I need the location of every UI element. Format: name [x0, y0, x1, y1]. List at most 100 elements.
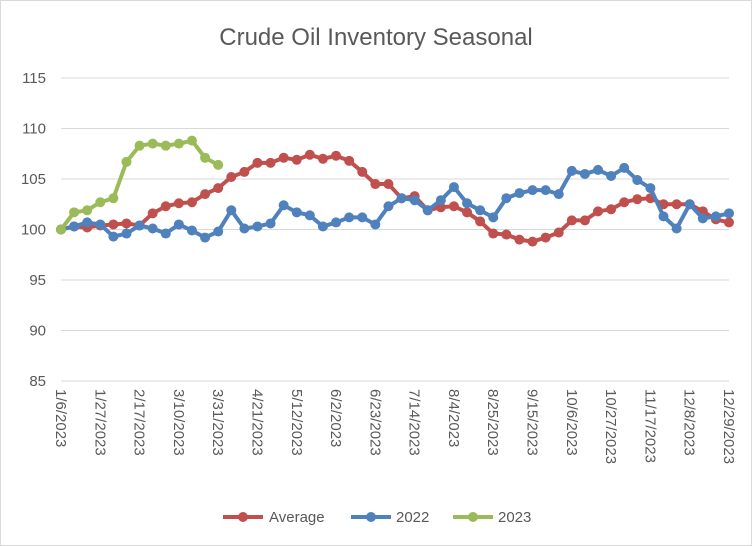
data-point-average [488, 228, 499, 239]
data-point-2023 [95, 197, 106, 208]
data-point-average [501, 229, 512, 240]
data-point-2022 [121, 228, 132, 239]
data-point-average [724, 217, 734, 228]
data-point-2022 [566, 165, 577, 176]
data-point-average [331, 150, 342, 161]
data-point-2022 [527, 185, 538, 196]
data-point-average [252, 157, 263, 168]
data-point-average [606, 204, 617, 215]
chart-title: Crude Oil Inventory Seasonal [219, 24, 533, 51]
data-point-average [200, 189, 211, 200]
data-point-2022 [462, 198, 473, 209]
data-point-2023 [200, 152, 211, 163]
data-point-2023 [69, 207, 80, 218]
data-point-2022 [710, 211, 721, 222]
data-point-2022 [606, 170, 617, 181]
series-group [56, 135, 734, 247]
data-point-2023 [108, 193, 119, 204]
data-point-2022 [69, 221, 80, 232]
y-tick-label: 105 [21, 171, 46, 188]
x-tick-label: 1/27/2023 [91, 389, 108, 456]
x-tick-label: 12/29/2023 [720, 389, 737, 464]
data-point-2023 [213, 159, 224, 170]
data-point-average [370, 179, 381, 190]
data-point-2022 [632, 175, 643, 186]
data-point-average [566, 215, 577, 226]
data-point-2022 [317, 221, 328, 232]
data-point-average [317, 153, 328, 164]
data-point-2022 [370, 219, 381, 230]
data-point-average [278, 152, 289, 163]
data-point-average [160, 201, 171, 212]
x-tick-label: 9/15/2023 [524, 389, 541, 456]
x-tick-label: 5/12/2023 [288, 389, 305, 456]
data-point-2022 [435, 195, 446, 206]
data-point-average [514, 234, 525, 245]
data-point-average [593, 206, 604, 217]
data-point-average [226, 171, 237, 182]
data-point-average [540, 232, 551, 243]
series-2023 [56, 135, 224, 235]
data-point-2023 [82, 205, 93, 216]
legend-swatch-marker [468, 512, 478, 522]
data-point-2022 [579, 168, 590, 179]
data-point-2022 [488, 212, 499, 223]
data-point-average [435, 202, 446, 213]
data-point-average [448, 201, 459, 212]
data-point-2023 [173, 138, 184, 149]
legend-label: 2022 [396, 509, 429, 526]
data-point-average [213, 183, 224, 194]
x-tick-label: 6/2/2023 [327, 389, 344, 447]
legend-label: Average [269, 509, 325, 526]
x-tick-label: 6/23/2023 [366, 389, 383, 456]
data-point-2022 [501, 193, 512, 204]
data-point-2022 [684, 199, 695, 210]
gridlines [61, 77, 729, 382]
legend-swatch-marker [238, 512, 248, 522]
data-point-2022 [331, 217, 342, 228]
data-point-average [121, 218, 132, 229]
data-point-2023 [56, 224, 66, 235]
data-point-2022 [239, 223, 250, 234]
legend: Average 2022 2023 [223, 509, 531, 526]
x-axis: 1/6/2023 1/27/2023 2/17/2023 3/10/2023 3/31/… [52, 389, 737, 464]
data-point-2022 [357, 212, 368, 223]
y-axis: 85 90 95 100 105 110 115 [21, 70, 46, 390]
legend-item-2022: 2022 [351, 509, 429, 526]
data-point-2022 [475, 205, 486, 216]
y-tick-label: 85 [29, 373, 46, 390]
data-point-2022 [82, 217, 93, 228]
data-point-2023 [186, 135, 197, 146]
legend-swatch-marker [366, 512, 376, 522]
x-tick-label: 11/17/2023 [641, 389, 658, 463]
data-point-average [462, 207, 473, 218]
data-point-2022 [213, 226, 224, 237]
x-tick-label: 2/17/2023 [131, 389, 148, 456]
data-point-2022 [160, 228, 171, 239]
data-point-2023 [160, 140, 171, 151]
data-point-average [527, 236, 538, 247]
data-point-2022 [344, 212, 355, 223]
data-point-2022 [226, 205, 237, 216]
y-tick-label: 115 [22, 70, 46, 87]
data-point-2023 [121, 156, 132, 167]
data-point-average [632, 194, 643, 205]
y-tick-label: 100 [21, 222, 46, 239]
data-point-average [619, 197, 630, 208]
data-point-average [239, 166, 250, 177]
data-point-average [108, 219, 119, 230]
x-tick-label: 10/27/2023 [602, 389, 619, 464]
data-point-2022 [697, 213, 708, 224]
data-point-2022 [134, 220, 145, 231]
x-tick-label: 12/8/2023 [681, 389, 698, 456]
data-point-2022 [200, 232, 211, 243]
series-line-2022 [60, 165, 730, 240]
x-tick-label: 8/4/2023 [445, 389, 462, 447]
y-tick-label: 90 [29, 323, 46, 340]
x-tick-label: 1/6/2023 [52, 389, 69, 447]
data-point-average [383, 179, 394, 190]
data-point-2022 [422, 205, 433, 216]
data-point-average [173, 198, 184, 209]
